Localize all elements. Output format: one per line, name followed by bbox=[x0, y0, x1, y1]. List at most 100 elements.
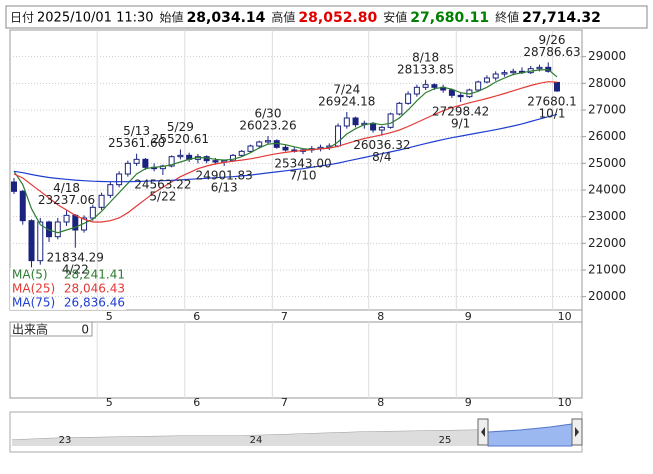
legend-value: 26,836.46 bbox=[64, 296, 125, 310]
volume-label: 出来高 bbox=[12, 322, 48, 337]
candle-body bbox=[116, 173, 123, 186]
candle-body bbox=[483, 77, 490, 83]
candle-body bbox=[396, 102, 403, 115]
annotation-date: 8/4 bbox=[372, 150, 391, 164]
legend-box bbox=[10, 268, 126, 310]
volume-tick-label: 0 bbox=[81, 323, 89, 337]
annotation-date: 5/22 bbox=[149, 189, 176, 203]
candle-body bbox=[107, 184, 114, 196]
annotation-value: 23237.06 bbox=[38, 193, 95, 207]
candle-body bbox=[264, 140, 271, 143]
annotation-date: 4/18 bbox=[53, 181, 80, 195]
annotation-date: 5/29 bbox=[167, 120, 194, 134]
candle-body bbox=[378, 126, 385, 131]
x-tick-label: 9 bbox=[465, 396, 472, 409]
annotation-value: 26023.26 bbox=[239, 119, 296, 133]
header-label: 始値 bbox=[160, 10, 184, 25]
header-value: 2025/10/01 11:30 bbox=[37, 11, 154, 26]
x-tick-label: 7 bbox=[281, 396, 288, 409]
navigator-label: 24 bbox=[250, 435, 263, 446]
candle-body bbox=[256, 141, 263, 147]
ma-line bbox=[13, 68, 558, 234]
ma-line bbox=[13, 113, 558, 183]
ma-line bbox=[13, 81, 558, 223]
x-tick-label: 10 bbox=[558, 310, 572, 323]
candle-body bbox=[98, 194, 105, 208]
candle-body bbox=[124, 162, 131, 175]
annotation-value: 26924.18 bbox=[318, 95, 375, 109]
candle-body bbox=[536, 66, 543, 70]
candle-body bbox=[370, 122, 377, 131]
candle-body bbox=[63, 214, 70, 223]
candle-body bbox=[37, 221, 44, 262]
candle-body bbox=[501, 72, 508, 75]
candle-body bbox=[492, 73, 499, 79]
y-tick-label: 28000 bbox=[588, 76, 626, 90]
annotation-value: 25361.60 bbox=[108, 136, 165, 150]
header-value: 28,052.80 bbox=[298, 10, 377, 26]
legend-value: 28,241.41 bbox=[64, 268, 125, 282]
header-value: 27,680.11 bbox=[410, 10, 489, 26]
x-tick-label: 6 bbox=[193, 310, 200, 323]
y-tick-label: 29000 bbox=[588, 49, 626, 63]
annotation-date: 6/30 bbox=[255, 107, 282, 121]
annotation-date: 10/1 bbox=[539, 106, 566, 120]
legend-name: MA(75) bbox=[12, 296, 55, 310]
candle-body bbox=[475, 81, 482, 91]
volume-frame bbox=[9, 321, 583, 399]
annotation-date: 7/24 bbox=[333, 83, 360, 97]
x-tick-label: 6 bbox=[193, 396, 200, 409]
x-tick-label: 8 bbox=[377, 396, 384, 409]
x-tick-label: 5 bbox=[106, 310, 113, 323]
annotation-value: 28133.85 bbox=[397, 62, 454, 76]
candle-body bbox=[457, 94, 464, 98]
candle-body bbox=[238, 150, 245, 156]
candle-body bbox=[431, 84, 438, 88]
header-label: 安値 bbox=[383, 10, 407, 25]
annotation-value: 24563.22 bbox=[134, 177, 191, 191]
y-tick-label: 27000 bbox=[588, 103, 626, 117]
candle-body bbox=[387, 113, 394, 128]
annotation-date: 7/10 bbox=[290, 169, 317, 183]
candle-body bbox=[343, 117, 350, 127]
annotation-value: 26036.32 bbox=[353, 138, 410, 152]
candle-body bbox=[168, 156, 175, 167]
candle-body bbox=[413, 86, 420, 95]
annotation-date: 8/18 bbox=[412, 50, 439, 64]
navigator-label: 23 bbox=[59, 435, 72, 446]
y-tick-label: 25000 bbox=[588, 156, 626, 170]
navigator-label: 25 bbox=[439, 435, 452, 446]
annotation-date: 9/1 bbox=[451, 117, 470, 131]
x-tick-label: 7 bbox=[281, 310, 288, 323]
annotation-date: 5/13 bbox=[123, 124, 150, 138]
annotation-value: 24901.83 bbox=[196, 168, 253, 182]
candle-body bbox=[282, 146, 289, 151]
header-box bbox=[5, 5, 648, 29]
candle-body bbox=[554, 81, 560, 92]
y-tick-label: 23000 bbox=[588, 209, 626, 223]
candle-body bbox=[19, 190, 26, 222]
annotation-value: 25343.00 bbox=[274, 157, 331, 171]
candle-body bbox=[11, 181, 17, 192]
annotation-value: 27298.42 bbox=[432, 105, 489, 119]
candle-body bbox=[28, 220, 35, 262]
candle-body bbox=[422, 84, 429, 88]
candle-body bbox=[212, 160, 219, 163]
x-tick-label: 5 bbox=[106, 396, 113, 409]
y-tick-label: 21000 bbox=[588, 263, 626, 277]
volume-label-box bbox=[9, 321, 93, 337]
annotation-date: 9/26 bbox=[539, 33, 566, 47]
x-tick-label: 9 bbox=[465, 310, 472, 323]
candle-body bbox=[89, 206, 96, 219]
x-tick-label: 10 bbox=[558, 396, 572, 409]
legend-name: MA(25) bbox=[12, 282, 55, 296]
navigator-area bbox=[12, 430, 478, 446]
candle-body bbox=[405, 93, 412, 104]
annotation-date: 4/22 bbox=[62, 262, 89, 276]
header-label: 高値 bbox=[271, 10, 295, 25]
candle-body bbox=[54, 221, 61, 238]
y-tick-label: 24000 bbox=[588, 183, 626, 197]
annotation-date: 6/13 bbox=[211, 180, 238, 194]
